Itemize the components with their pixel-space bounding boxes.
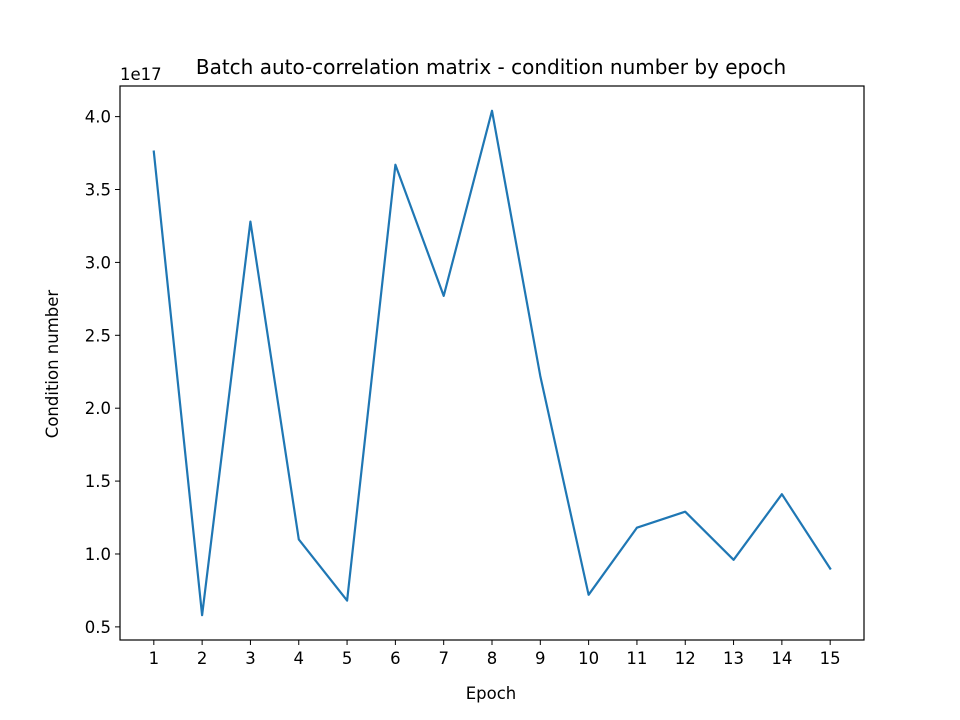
x-tick-label-1: 1 <box>149 649 160 668</box>
x-tick-label-7: 7 <box>438 649 449 668</box>
x-tick-label-8: 8 <box>487 649 498 668</box>
y-tick-label-1.5: 1.5 <box>85 472 111 491</box>
x-tick-label-4: 4 <box>294 649 305 668</box>
y-offset-label: 1e17 <box>120 65 162 84</box>
x-tick-label-12: 12 <box>675 649 696 668</box>
y-tick-label-3.5: 3.5 <box>85 181 111 200</box>
x-tick-label-13: 13 <box>723 649 744 668</box>
x-tick-label-6: 6 <box>390 649 401 668</box>
y-tick-label-2.5: 2.5 <box>85 326 111 345</box>
series-line-1 <box>152 109 832 617</box>
chart-title: Batch auto-correlation matrix - conditio… <box>196 55 786 79</box>
x-tick-label-11: 11 <box>626 649 647 668</box>
x-tick-label-2: 2 <box>197 649 208 668</box>
y-tick-label-2.0: 2.0 <box>85 399 111 418</box>
y-tick-label-4.0: 4.0 <box>85 108 111 127</box>
y-axis-title: Condition number <box>43 290 62 439</box>
plot-frame <box>119 85 865 641</box>
y-tick-label-0.5: 0.5 <box>85 618 111 637</box>
x-tick-label-10: 10 <box>578 649 599 668</box>
x-axis-title: Epoch <box>466 684 517 703</box>
x-tick-label-3: 3 <box>245 649 256 668</box>
y-tick-label-1.0: 1.0 <box>85 545 111 564</box>
x-tick-label-5: 5 <box>342 649 353 668</box>
x-tick-label-9: 9 <box>535 649 546 668</box>
plot-area: 1 2 3 4 5 6 7 8 9 10 11 12 13 14 150.51.01.52.02.53.03… <box>85 85 865 668</box>
y-tick-label-3.0: 3.0 <box>85 253 111 272</box>
x-tick-label-14: 14 <box>771 649 792 668</box>
x-tick-label-15: 15 <box>820 649 841 668</box>
